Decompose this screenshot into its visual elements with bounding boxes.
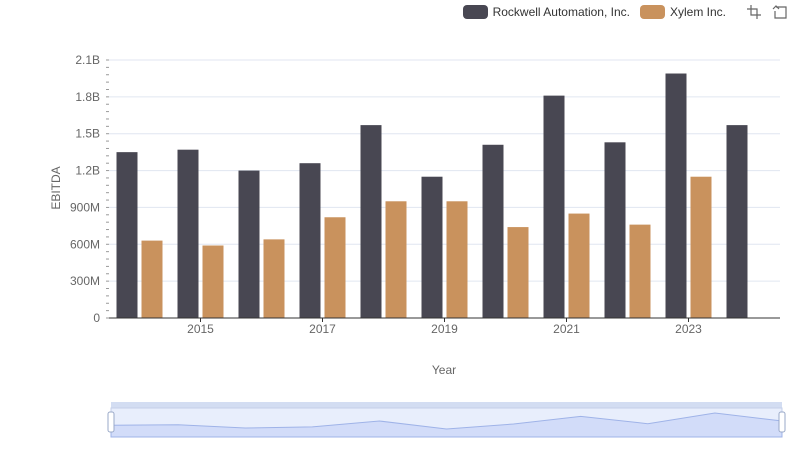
bar-rockwell-2018[interactable] xyxy=(360,125,382,318)
y-tick-labels: 0 300M 600M 900M 1.2B 1.5B 1.8B 2.1B xyxy=(70,53,100,325)
bars xyxy=(116,73,748,318)
slider-handle-left[interactable] xyxy=(107,411,115,433)
y-tick-label: 2.1B xyxy=(75,53,100,67)
bar-xylem-2018[interactable] xyxy=(385,201,407,318)
y-tick-label: 900M xyxy=(70,200,100,214)
x-tick-labels: 2015 2017 2019 2021 2023 xyxy=(187,318,702,336)
y-tick-label: 1.2B xyxy=(75,164,100,178)
bar-rockwell-2014[interactable] xyxy=(116,152,138,318)
bar-rockwell-2020[interactable] xyxy=(482,144,504,318)
bar-rockwell-2021[interactable] xyxy=(543,95,565,318)
restore-icon[interactable] xyxy=(772,4,788,20)
legend-item-rockwell[interactable]: Rockwell Automation, Inc. xyxy=(462,5,630,19)
bar-rockwell-2017[interactable] xyxy=(299,163,321,318)
bar-xylem-2015[interactable] xyxy=(202,245,224,318)
bar-rockwell-2016[interactable] xyxy=(238,170,260,318)
x-axis-title: Year xyxy=(432,363,456,377)
x-tick-label: 2019 xyxy=(431,322,458,336)
legend-label-xylem: Xylem Inc. xyxy=(669,5,726,19)
y-tick-label: 0 xyxy=(93,311,100,325)
bar-rockwell-2019[interactable] xyxy=(421,176,443,318)
legend-swatch-xylem xyxy=(639,5,665,19)
x-tick-label: 2023 xyxy=(675,322,702,336)
y-tick-label: 1.8B xyxy=(75,90,100,104)
x-tick-label: 2017 xyxy=(309,322,336,336)
y-tick-label: 300M xyxy=(70,274,100,288)
bar-rockwell-2024[interactable] xyxy=(726,125,748,318)
bar-xylem-2023[interactable] xyxy=(690,176,712,318)
bar-xylem-2016[interactable] xyxy=(263,239,285,318)
bar-rockwell-2015[interactable] xyxy=(177,149,199,318)
y-minor-ticks xyxy=(106,59,109,319)
grid-lines xyxy=(109,59,780,282)
x-tick-label: 2015 xyxy=(187,322,214,336)
data-zoom-slider[interactable] xyxy=(107,402,786,438)
slider-preview-area xyxy=(110,412,783,438)
bar-xylem-2017[interactable] xyxy=(324,217,346,318)
bar-rockwell-2022[interactable] xyxy=(604,142,626,318)
zoom-icon[interactable] xyxy=(746,4,762,20)
y-tick-label: 1.5B xyxy=(75,127,100,141)
bar-xylem-2014[interactable] xyxy=(141,240,163,318)
y-tick-label: 600M xyxy=(70,237,100,251)
legend: Rockwell Automation, Inc. Xylem Inc. xyxy=(462,4,788,20)
bar-xylem-2021[interactable] xyxy=(568,213,590,318)
legend-item-xylem[interactable]: Xylem Inc. xyxy=(639,5,726,19)
legend-swatch-rockwell xyxy=(462,5,488,19)
legend-label-rockwell: Rockwell Automation, Inc. xyxy=(492,5,630,19)
x-tick-label: 2021 xyxy=(553,322,580,336)
bar-xylem-2020[interactable] xyxy=(507,227,529,318)
bar-xylem-2019[interactable] xyxy=(446,201,468,318)
slider-top-bar[interactable] xyxy=(111,402,782,408)
bar-xylem-2022[interactable] xyxy=(629,224,651,318)
y-axis-title: EBITDA xyxy=(49,166,63,209)
toolbox xyxy=(736,4,788,20)
bar-rockwell-2023[interactable] xyxy=(665,73,687,318)
slider-handle-right[interactable] xyxy=(778,411,786,433)
